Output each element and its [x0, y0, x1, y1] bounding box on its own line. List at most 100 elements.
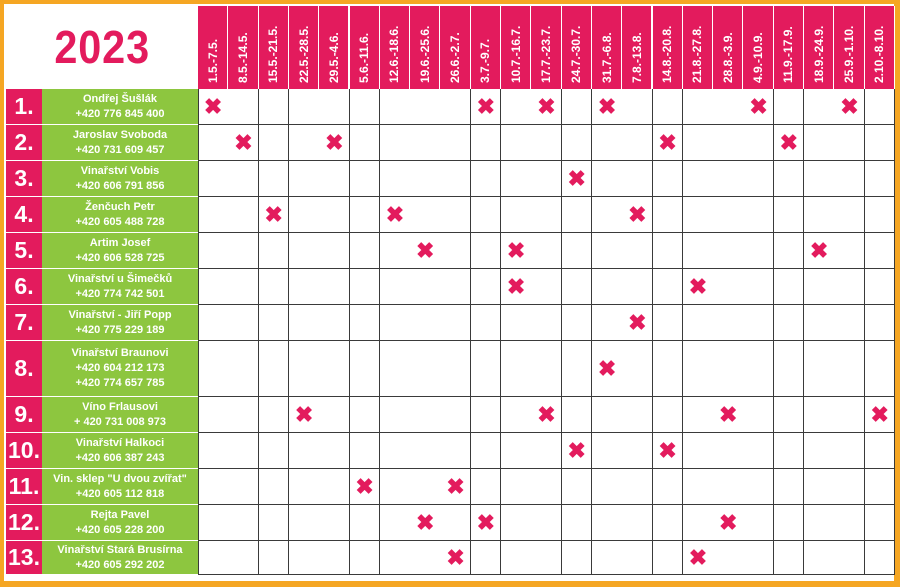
schedule-cell: [319, 305, 350, 341]
schedule-cell: [682, 469, 714, 505]
schedule-cell: [288, 89, 320, 125]
schedule-cell: [622, 433, 653, 469]
schedule-cell: [834, 397, 866, 433]
schedule-cell: [713, 433, 744, 469]
schedule-cell: [501, 541, 532, 575]
schedule-cell: [531, 233, 563, 269]
schedule-cell: [713, 305, 744, 341]
date-header-7: 12.6.-18.6.: [379, 6, 411, 89]
schedule-cell: [288, 397, 320, 433]
date-label: 11.9.-17.9.: [781, 26, 796, 83]
schedule-cell: [258, 341, 290, 397]
date-header-15: 7.8.-13.8.: [622, 6, 653, 89]
schedule-cell: [379, 269, 411, 305]
schedule-cell: [743, 269, 775, 305]
participant-phone: + 420 731 008 973: [73, 415, 167, 428]
schedule-cell: [410, 433, 441, 469]
schedule-cell: [804, 433, 835, 469]
participant-name: Vinařství Braunovi: [71, 347, 169, 359]
schedule-cell: [622, 505, 653, 541]
schedule-cell: [288, 197, 320, 233]
date-header-21: 18.9.-24.9.: [804, 6, 835, 89]
participant-phone: +420 604 212 173: [75, 362, 165, 374]
schedule-cell: [804, 233, 835, 269]
schedule-cell: [834, 341, 866, 397]
date-label: 17.7.-23.7.: [538, 25, 553, 83]
date-header-4: 22.5.-28.5.: [288, 6, 320, 89]
schedule-cell: [652, 541, 684, 575]
date-header-11: 10.7.-16.7.: [501, 6, 532, 89]
schedule-cell: [864, 433, 896, 469]
schedule-cell: [288, 161, 320, 197]
date-header-17: 21.8.-27.8.: [682, 6, 714, 89]
date-label: 28.8.-3.9.: [720, 32, 735, 83]
schedule-cell: [713, 269, 744, 305]
schedule-cell: [501, 341, 532, 397]
x-mark-icon: ✖: [567, 166, 586, 191]
schedule-cell: [349, 89, 381, 125]
year-header-box: 2023: [6, 6, 198, 87]
schedule-cell: [713, 161, 744, 197]
participant-name-cell: Vinařství - Jiří Popp +420 775 229 189: [42, 305, 198, 341]
schedule-cell: [743, 161, 775, 197]
x-mark-icon: ✖: [446, 545, 465, 570]
x-mark-icon: ✖: [809, 238, 829, 263]
participant-phone: +420 606 387 243: [75, 451, 165, 464]
schedule-cell: [440, 197, 472, 233]
schedule-cell: [561, 505, 593, 541]
schedule-cell: [804, 341, 835, 397]
schedule-cell: [834, 505, 866, 541]
schedule-cell: [834, 125, 866, 161]
schedule-cell: [864, 469, 896, 505]
x-mark-icon: ✖: [628, 202, 647, 227]
schedule-cell: [682, 305, 714, 341]
schedule-cell: [379, 397, 411, 433]
schedule-cell: [531, 161, 563, 197]
row-number: 7.: [6, 305, 42, 341]
schedule-cell: [349, 505, 381, 541]
schedule-cell: [379, 541, 411, 575]
date-label: 25.9.-1.10.: [841, 25, 856, 83]
schedule-cell: [804, 89, 835, 125]
schedule-cell: [198, 269, 229, 305]
participant-name: Jaroslav Svoboda: [72, 128, 168, 141]
date-label: 3.7.-9.7.: [478, 38, 493, 83]
schedule-cell: [288, 469, 320, 505]
x-mark-icon: ✖: [476, 94, 496, 119]
schedule-cell: [198, 305, 229, 341]
x-mark-icon: ✖: [628, 310, 647, 335]
schedule-cell: [834, 197, 866, 233]
date-header-18: 28.8.-3.9.: [713, 6, 744, 89]
x-mark-icon: ✖: [325, 130, 344, 155]
schedule-cell: [258, 505, 290, 541]
schedule-cell: [864, 197, 896, 233]
participant-name-cell: Vin. sklep "U dvou zvířat" +420 605 112 8…: [42, 469, 198, 505]
date-label: 14.8.-20.8.: [660, 25, 675, 83]
schedule-cell: [198, 197, 229, 233]
schedule-cell: [501, 233, 532, 269]
schedule-cell: [591, 305, 623, 341]
schedule-cell: [804, 269, 835, 305]
schedule-cell: [319, 197, 350, 233]
schedule-cell: [834, 269, 866, 305]
schedule-cell: [501, 397, 532, 433]
schedule-cell: [773, 397, 805, 433]
schedule-cell: [379, 161, 411, 197]
schedule-cell: [864, 341, 896, 397]
schedule-cell: [652, 469, 684, 505]
row-number: 6.: [6, 269, 42, 305]
schedule-cell: [622, 269, 653, 305]
x-mark-icon: ✖: [385, 202, 405, 227]
date-label: 26.6.-2.7.: [448, 32, 463, 83]
schedule-cell: [228, 541, 260, 575]
x-mark-icon: ✖: [688, 274, 708, 299]
x-mark-icon: ✖: [658, 438, 677, 463]
schedule-cell: [561, 469, 593, 505]
row-number: 3.: [6, 161, 42, 197]
participant-phone: +420 605 292 202: [75, 558, 165, 571]
schedule-cell: [864, 89, 896, 125]
schedule-cell: [591, 125, 623, 161]
x-mark-icon: ✖: [719, 402, 738, 427]
schedule-cell: [864, 125, 896, 161]
schedule-cell: [470, 233, 502, 269]
